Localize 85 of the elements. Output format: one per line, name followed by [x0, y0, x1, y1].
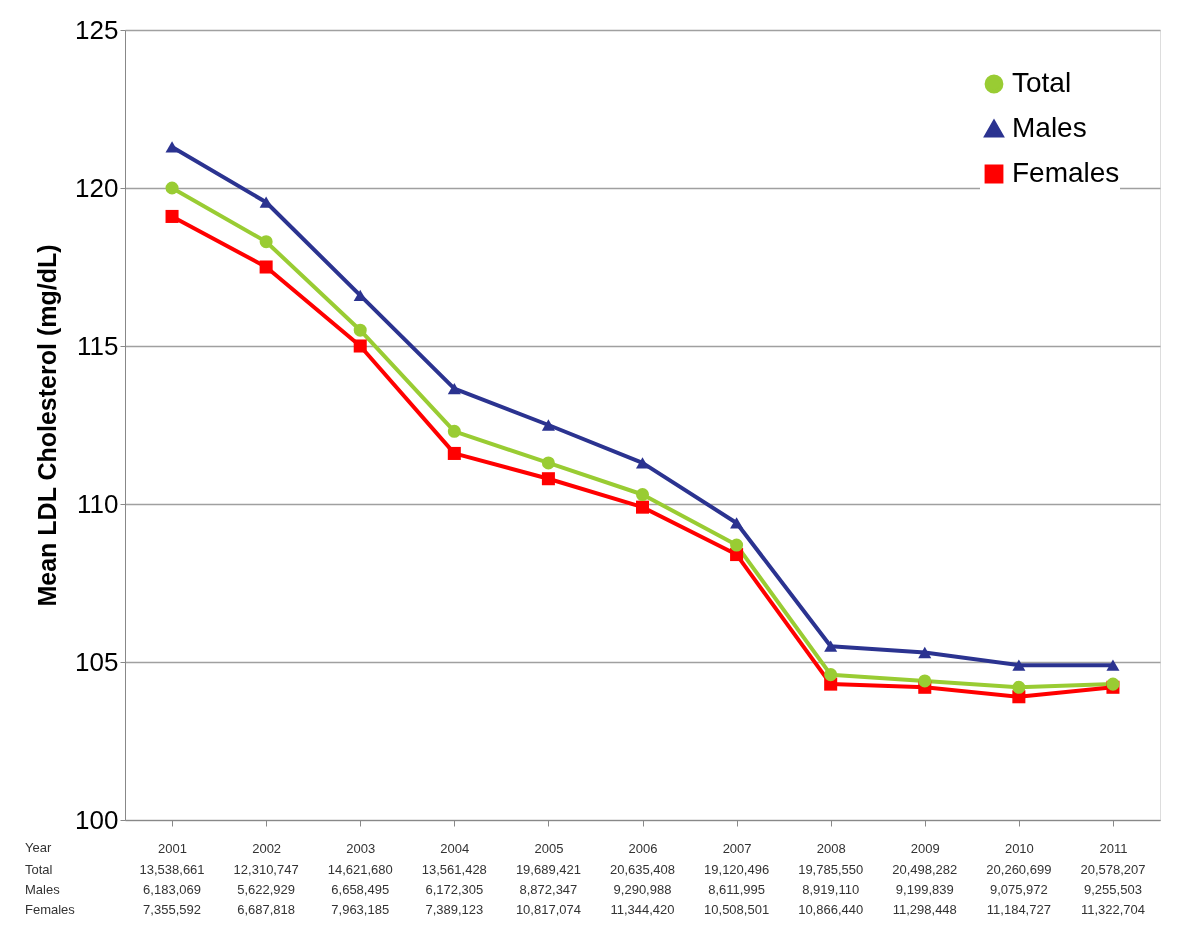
x-tick-label: 2002 [252, 840, 282, 856]
x-tick-label: 2009 [910, 840, 940, 856]
point [353, 339, 367, 353]
point [165, 141, 179, 153]
text: 6,687,818 [237, 902, 296, 917]
text: 19,785,550 [798, 862, 864, 877]
text: 13,561,428 [421, 862, 487, 877]
text: 14,621,680 [327, 862, 393, 877]
y-tick-label: 120 [75, 172, 119, 203]
point [353, 289, 367, 302]
text: 5,622,929 [237, 882, 296, 897]
text: 9,290,988 [613, 882, 672, 897]
text: 10,866,440 [798, 902, 864, 917]
text: 6,183,069 [143, 882, 201, 897]
x-axis-title: Year [25, 840, 52, 855]
point [635, 500, 650, 514]
point [824, 668, 838, 682]
text: 8,872,347 [519, 882, 578, 897]
text: 7,389,123 [425, 902, 484, 917]
x-tick-label: 2010 [1004, 840, 1034, 856]
point [447, 383, 461, 395]
text: 11,322,704 [1080, 902, 1146, 917]
legend-label: Total [1012, 67, 1072, 98]
point [918, 646, 932, 659]
text: 6,658,495 [331, 882, 390, 897]
point [1106, 659, 1120, 671]
point [824, 640, 838, 652]
text: 11,184,727 [986, 902, 1051, 917]
legend-label: Females [1012, 157, 1120, 188]
y-tick-label: 115 [77, 330, 119, 361]
text: 12,310,747 [233, 862, 299, 877]
point [635, 488, 650, 502]
text: Males [25, 882, 61, 897]
x-tick-label: 2006 [628, 840, 658, 856]
text: 8,919,110 [802, 882, 860, 897]
text: 20,498,282 [892, 862, 958, 877]
x-tick-label: 2005 [534, 840, 564, 856]
point [730, 538, 744, 552]
text: 7,355,592 [143, 902, 201, 917]
text: 6,172,305 [425, 882, 484, 897]
point [165, 209, 179, 223]
point [541, 456, 555, 470]
text: 13,538,661 [139, 862, 205, 877]
point [259, 260, 273, 274]
x-tick-label: 2007 [722, 840, 752, 856]
text: 20,260,699 [986, 862, 1052, 877]
text: 7,963,185 [331, 902, 390, 917]
point [165, 181, 179, 195]
text: Total [25, 862, 53, 877]
y-tick-label: 105 [75, 646, 119, 677]
point [259, 196, 273, 208]
text: 19,689,421 [515, 862, 581, 877]
point [918, 674, 932, 688]
y-tick-label: 110 [77, 488, 119, 519]
point [730, 517, 744, 529]
point [1012, 680, 1026, 694]
point [635, 457, 650, 469]
point [541, 419, 555, 431]
x-tick-label: 2004 [440, 840, 470, 856]
text: 11,298,448 [892, 902, 957, 917]
point [259, 235, 273, 249]
text: 9,199,839 [895, 882, 954, 897]
text: 20,578,207 [1080, 862, 1146, 877]
text: 11,344,420 [610, 902, 675, 917]
text: 20,635,408 [609, 862, 676, 877]
legend-label: Males [1012, 112, 1087, 143]
text: 10,817,074 [515, 902, 581, 917]
point [541, 472, 555, 486]
y-tick-label: 125 [75, 14, 119, 45]
text: 9,255,503 [1084, 882, 1142, 897]
text: 19,120,496 [704, 862, 770, 877]
text: 10,508,501 [704, 902, 770, 917]
x-tick-label: 2001 [158, 840, 188, 856]
point [447, 446, 461, 460]
text: Females [25, 902, 76, 917]
text: 8,611,995 [708, 882, 766, 897]
x-tick-label: 2008 [816, 840, 846, 856]
point [447, 424, 461, 438]
point [353, 323, 367, 337]
y-tick-label: 100 [75, 804, 119, 835]
y-axis-title: Mean LDL Cholesterol (mg/dL) [33, 244, 62, 607]
text: 9,075,972 [989, 882, 1048, 897]
x-tick-label: 2003 [346, 840, 376, 856]
point [1012, 659, 1026, 671]
x-tick-label: 2011 [1099, 840, 1128, 856]
